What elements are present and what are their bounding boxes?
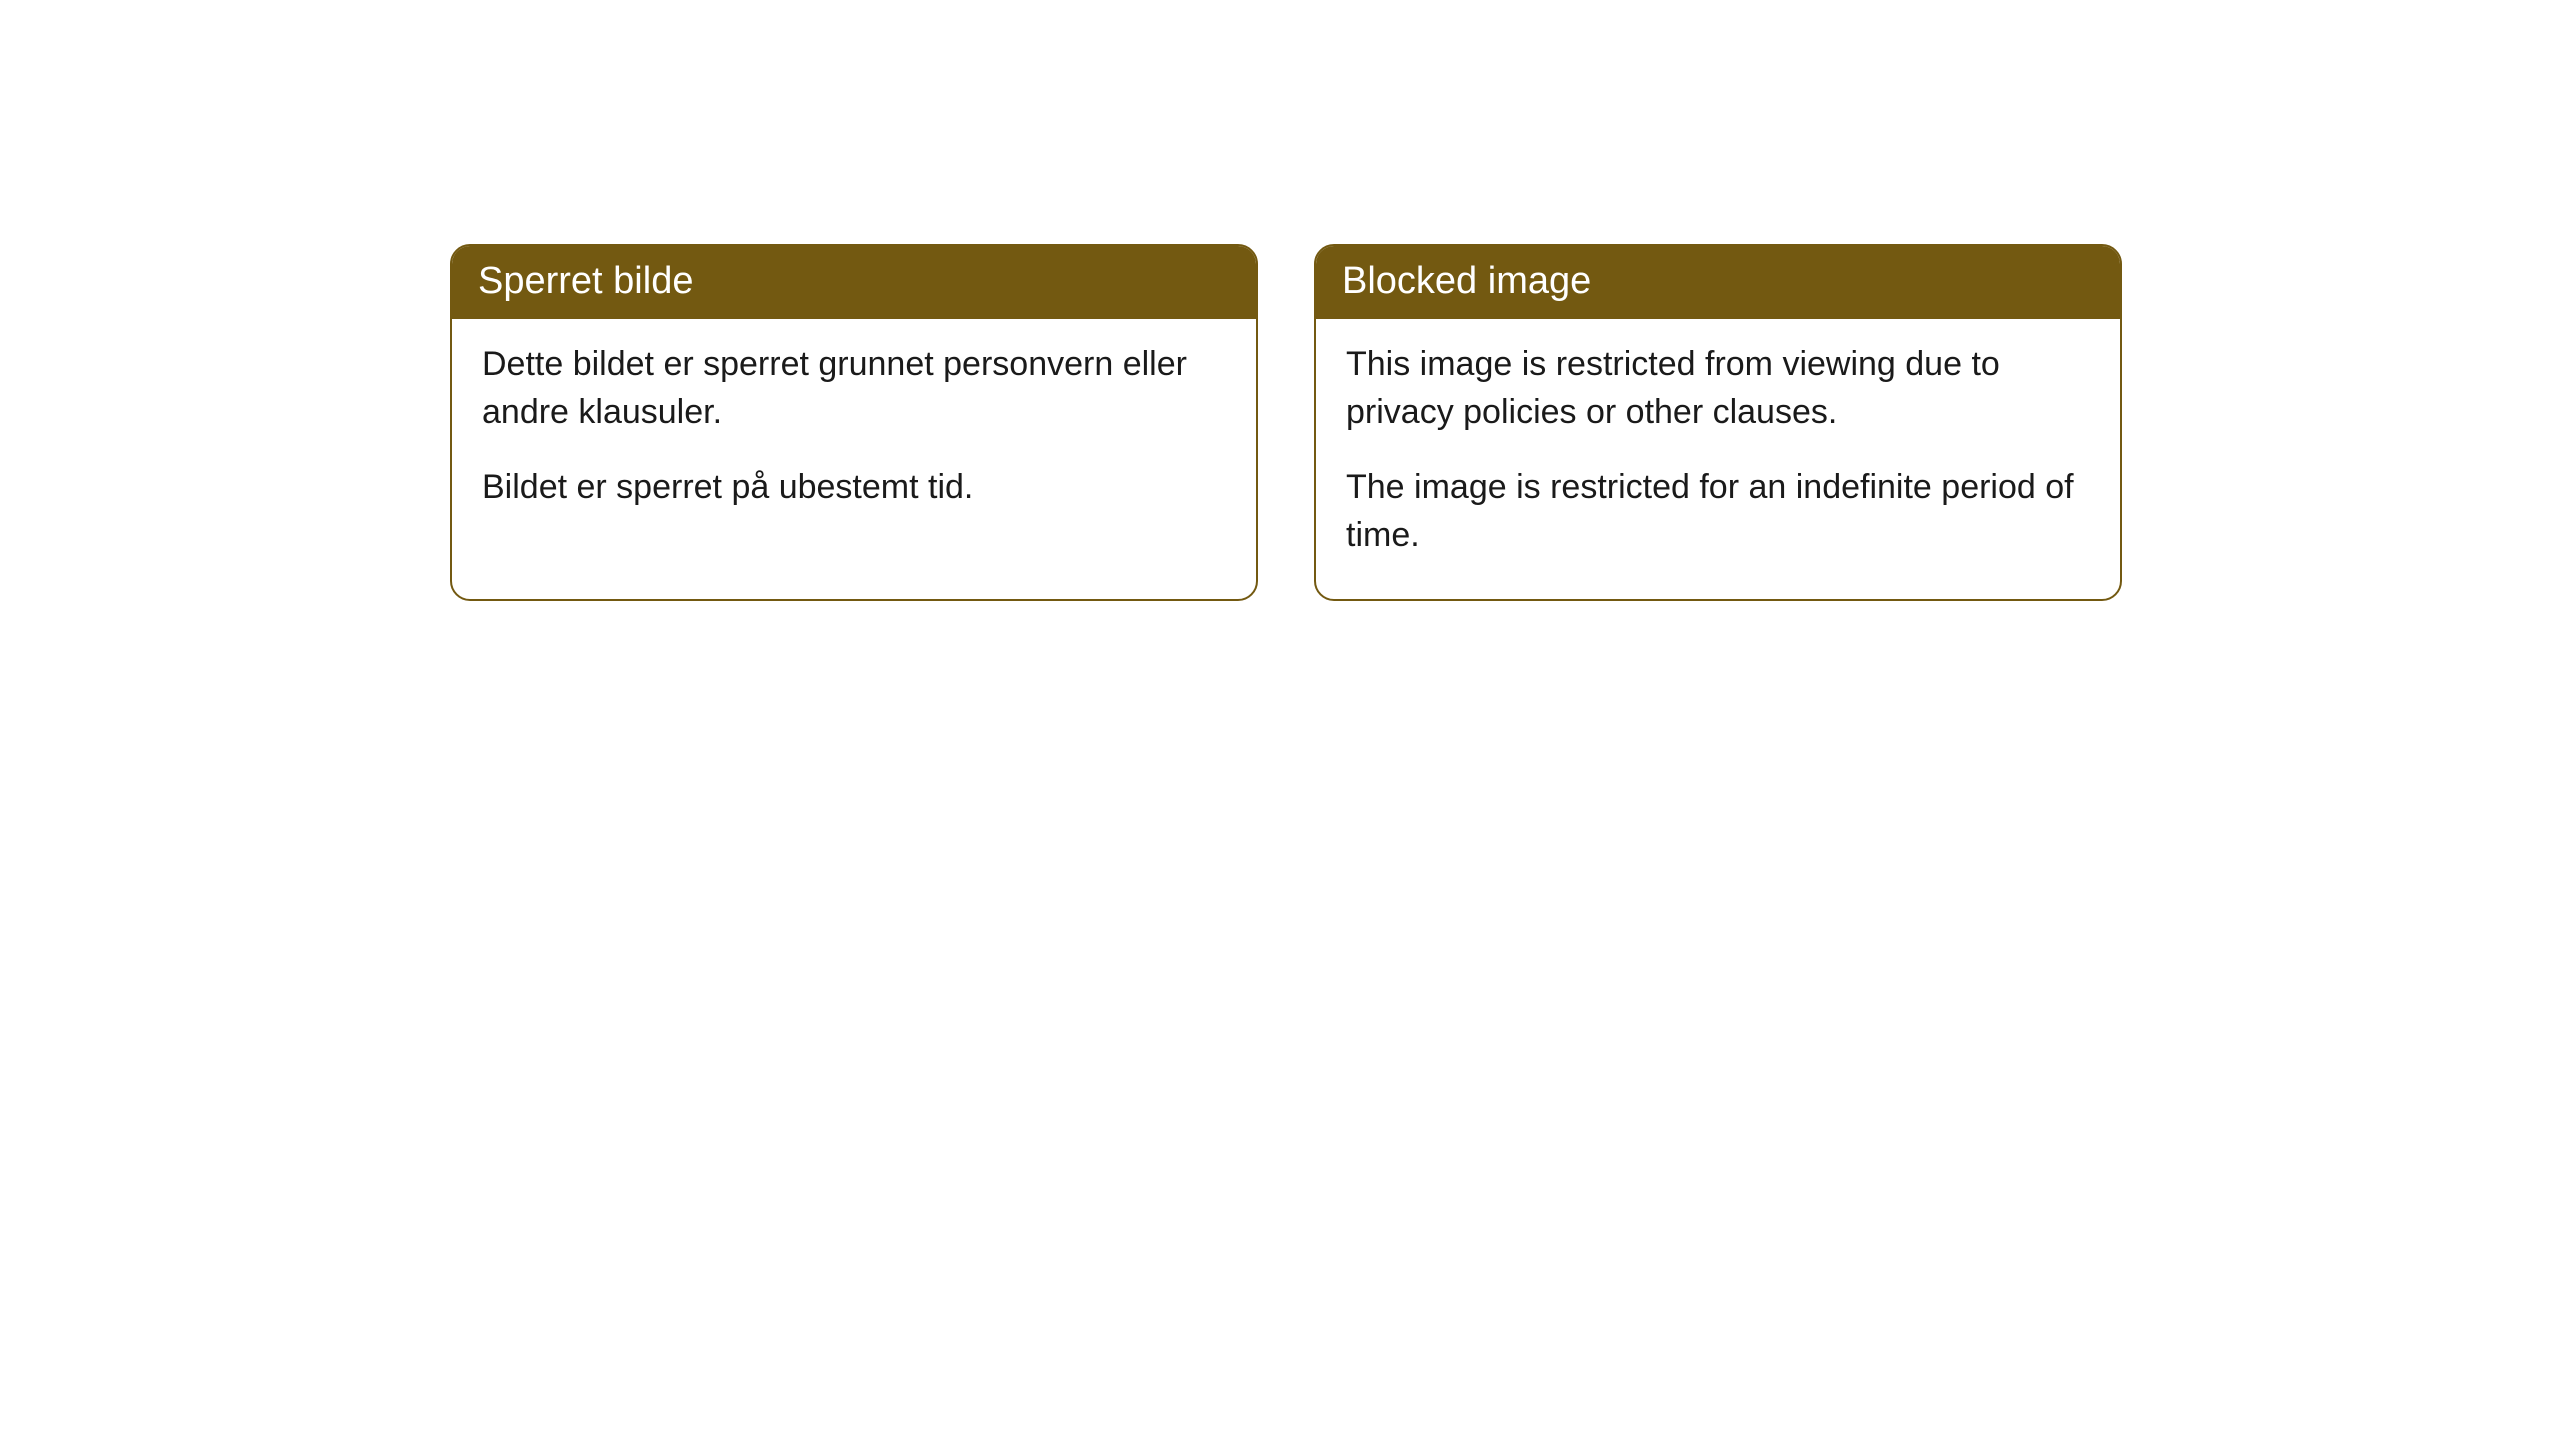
card-paragraph-2: Bildet er sperret på ubestemt tid. <box>482 464 1226 512</box>
cards-container: Sperret bilde Dette bildet er sperret gr… <box>0 0 2560 601</box>
blocked-image-card-english: Blocked image This image is restricted f… <box>1314 244 2122 601</box>
card-body: Dette bildet er sperret grunnet personve… <box>452 319 1256 552</box>
card-body: This image is restricted from viewing du… <box>1316 319 2120 599</box>
card-paragraph-2: The image is restricted for an indefinit… <box>1346 464 2090 559</box>
card-header: Blocked image <box>1316 246 2120 319</box>
card-header: Sperret bilde <box>452 246 1256 319</box>
card-paragraph-1: This image is restricted from viewing du… <box>1346 341 2090 436</box>
blocked-image-card-norwegian: Sperret bilde Dette bildet er sperret gr… <box>450 244 1258 601</box>
card-paragraph-1: Dette bildet er sperret grunnet personve… <box>482 341 1226 436</box>
